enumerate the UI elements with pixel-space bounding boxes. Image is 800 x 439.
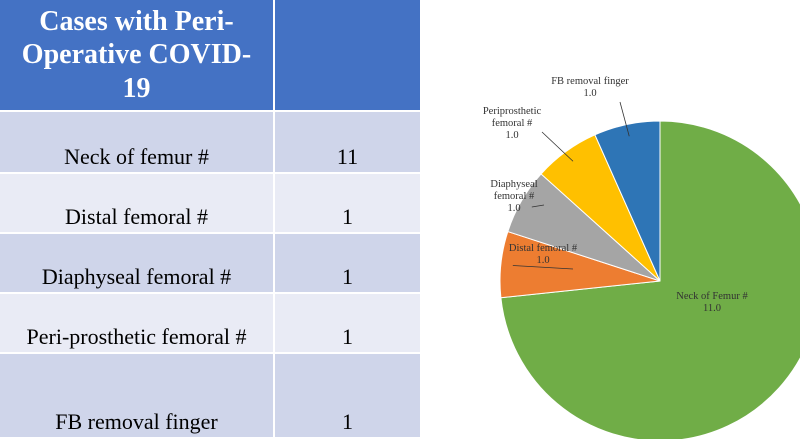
count-cell: 1 <box>275 294 420 352</box>
case-cell: Diaphyseal femoral # <box>0 234 273 292</box>
value-label: 11.0 <box>703 303 721 315</box>
pie-slice <box>500 120 800 439</box>
category-label: Diaphyseal femoral # <box>490 179 538 203</box>
value-label: 1.0 <box>536 255 550 267</box>
category-label: Neck of Femur # <box>676 291 748 302</box>
leader-line <box>619 101 630 137</box>
value-label: 1.0 <box>507 203 521 215</box>
value-label: 1.0 <box>583 88 597 100</box>
pie-slice <box>594 120 661 282</box>
value-label: 1.0 <box>505 130 519 142</box>
count-cell: 1 <box>275 174 420 232</box>
table: Cases with Peri-Operative COVID-19 Neck o… <box>0 0 420 437</box>
slice-label: Periprosthetic femoral #1.0 <box>472 106 552 142</box>
count-cell: 1 <box>275 354 420 437</box>
table-header: Cases with Peri-Operative COVID-19 <box>0 0 273 110</box>
case-cell: Peri-prosthetic femoral # <box>0 294 273 352</box>
slice-label: FB removal finger 1.0 <box>550 76 630 100</box>
category-label: FB removal finger <box>551 76 629 87</box>
category-label: Distal femoral # <box>508 243 578 254</box>
leader-line <box>512 265 574 270</box>
count-cell: 11 <box>275 112 420 172</box>
case-cell: FB removal finger <box>0 354 273 437</box>
leader-line <box>531 204 545 208</box>
leader-line <box>541 131 574 162</box>
slice-label: Distal femoral #1.0 <box>503 243 583 267</box>
table-header-cell <box>275 0 420 110</box>
slice-label: Diaphyseal femoral #1.0 <box>474 179 554 215</box>
case-cell: Distal femoral # <box>0 174 273 232</box>
slice-label: Neck of Femur #11.0 <box>672 291 752 315</box>
case-cell: Neck of femur # <box>0 112 273 172</box>
count-cell: 1 <box>275 234 420 292</box>
category-label: Periprosthetic femoral # <box>482 106 542 130</box>
